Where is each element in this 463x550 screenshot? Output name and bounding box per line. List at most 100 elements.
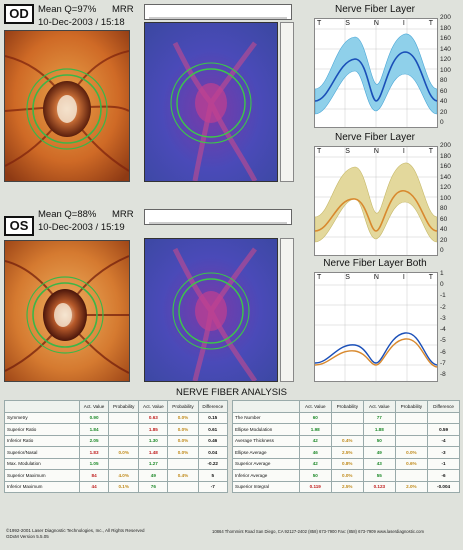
graph-os-n: N — [373, 148, 379, 155]
table-cell: -1 — [427, 457, 460, 470]
graph-os-t2: T — [428, 148, 433, 155]
nfa-left-header: Act. Value Probability Act. Value Probab… — [4, 400, 229, 413]
graph-os-nfl: Nerve Fiber Layer T S N I T 200 180 160 … — [314, 132, 460, 256]
graph-os-ytick: 200 — [440, 142, 451, 149]
table-cell: 0.6% — [394, 457, 429, 470]
footer-copyright: ©1992-2001 Laser Diagnostic Technologies… — [6, 528, 145, 539]
col-difference: Difference — [197, 400, 229, 413]
graph-od-ytick: 40 — [440, 98, 448, 105]
graph-od-ytick: 100 — [440, 66, 451, 74]
table-cell — [108, 434, 140, 447]
table-cell — [394, 423, 429, 436]
graph-os-i: I — [402, 148, 405, 155]
table-cell: 44 — [78, 480, 110, 493]
graph-od-title: Nerve Fiber Layer — [334, 4, 416, 15]
table-cell — [330, 423, 365, 436]
table-cell — [427, 411, 460, 424]
os-mode: MRR — [112, 209, 134, 220]
graph-both-s: S — [345, 274, 350, 281]
table-cell: 0.4% — [330, 434, 365, 447]
table-cell: 0.46 — [197, 434, 229, 447]
row-label: Inferior Maximum — [4, 480, 80, 493]
table-cell: 1.30 — [138, 434, 169, 447]
graph-od-ytick: 60 — [440, 87, 448, 95]
row-label: Superior Maximum — [4, 469, 80, 482]
table-cell: 5 — [197, 469, 229, 482]
graph-both-t2: T — [428, 274, 433, 281]
nfa-table-right: Act. Value Probability Act. Value Probab… — [232, 400, 460, 493]
table-cell: 0.90 — [78, 411, 110, 424]
graph-both-ytick: -1 — [440, 292, 446, 300]
table-row: Superior Average 42 0.8% 43 0.6% -1 — [232, 457, 460, 470]
col-difference: Difference — [427, 400, 460, 413]
table-cell: 0.0% — [394, 446, 429, 459]
od-fundus-image — [4, 30, 130, 182]
graph-os-ytick: 140 — [440, 173, 451, 181]
col-act-value-od: Act. Value — [299, 400, 332, 413]
graph-both-ytick: -8 — [440, 370, 446, 378]
graph-od-t1: T — [317, 20, 322, 27]
table-row: Superior Integral 0.119 2.5% 0.123 2.0% -0.00… — [232, 480, 460, 493]
graph-od-ytick: 120 — [440, 56, 451, 63]
table-cell: 2.5% — [330, 446, 365, 459]
graph-os-t1: T — [317, 148, 322, 155]
table-cell: 0.1% — [108, 480, 140, 493]
table-cell: 0.0% — [330, 469, 365, 482]
col-act-value-od: Act. Value — [78, 400, 110, 413]
row-label: Superior/Nasal — [4, 446, 80, 459]
col-probability-od: Probability — [330, 400, 365, 413]
row-label: Inferior Average — [232, 469, 300, 482]
table-cell — [167, 457, 199, 470]
od-topo-ruler — [144, 4, 292, 20]
graph-both-ytick: -6 — [440, 348, 446, 356]
graph-both-ytick: -3 — [440, 314, 446, 322]
os-topo-scale — [280, 238, 294, 382]
graph-od-ytick: 80 — [440, 77, 448, 84]
graph-od-ytick: 200 — [440, 14, 451, 21]
graph-od-ytick: 20 — [440, 108, 448, 116]
graph-od-i: I — [402, 20, 405, 27]
table-cell: 55 — [363, 469, 396, 482]
graph-os-ytick: 0 — [440, 247, 444, 254]
table-row: Ellipse Modulation 1.98 1.88 0.59 — [232, 423, 460, 436]
table-row: Inferior Maximum 44 0.1% 76 -7 — [4, 480, 229, 493]
table-cell: 0.8% — [330, 457, 365, 470]
graph-both-ytick: 0 — [440, 281, 444, 289]
graph-os-ytick: 120 — [440, 184, 451, 191]
table-row: Average Thickness 42 0.4% 50 -4 — [232, 434, 460, 447]
table-cell — [167, 480, 199, 493]
graph-od-ytick: 0 — [440, 119, 444, 126]
table-cell: 42 — [299, 457, 332, 470]
table-cell: 1.84 — [78, 423, 110, 436]
col-probability-os: Probability — [394, 400, 429, 413]
table-cell: -3 — [427, 446, 460, 459]
nfa-title: NERVE FIBER ANALYSIS — [175, 387, 288, 398]
row-label: Superior Ratio — [4, 423, 80, 436]
table-cell: 1.88 — [363, 423, 396, 436]
table-cell: 4.0% — [108, 469, 140, 482]
os-datetime: 10-Dec-2003 / 15:19 — [38, 222, 125, 233]
table-row: Max. Modulation 1.05 1.27 -0.22 — [4, 457, 229, 470]
table-cell: 0.59 — [427, 423, 460, 436]
table-cell: 0.0% — [167, 434, 199, 447]
table-cell: 76 — [138, 480, 169, 493]
graph-od-ytick: 180 — [440, 24, 451, 32]
graph-both-ytick: -2 — [440, 303, 446, 311]
table-cell: 0.119 — [299, 480, 332, 493]
table-cell: -7 — [197, 480, 229, 493]
row-label: Symmetry — [4, 411, 80, 424]
table-cell: 0.0% — [167, 423, 199, 436]
graph-od-s: S — [345, 20, 350, 27]
table-cell: 49 — [363, 446, 396, 459]
graph-os-ytick: 100 — [440, 194, 451, 202]
nfa-right-header: Act. Value Probability Act. Value Probab… — [232, 400, 460, 413]
table-cell: 0.61 — [197, 423, 229, 436]
col-act-value-os: Act. Value — [138, 400, 169, 413]
od-eye-label: OD — [4, 4, 34, 24]
graph-both-ytick: -7 — [440, 359, 446, 367]
table-cell — [330, 411, 365, 424]
table-cell: 1.27 — [138, 457, 169, 470]
table-cell — [394, 469, 429, 482]
col-act-value-os: Act. Value — [363, 400, 396, 413]
row-label: Ellipse Modulation — [232, 423, 300, 436]
